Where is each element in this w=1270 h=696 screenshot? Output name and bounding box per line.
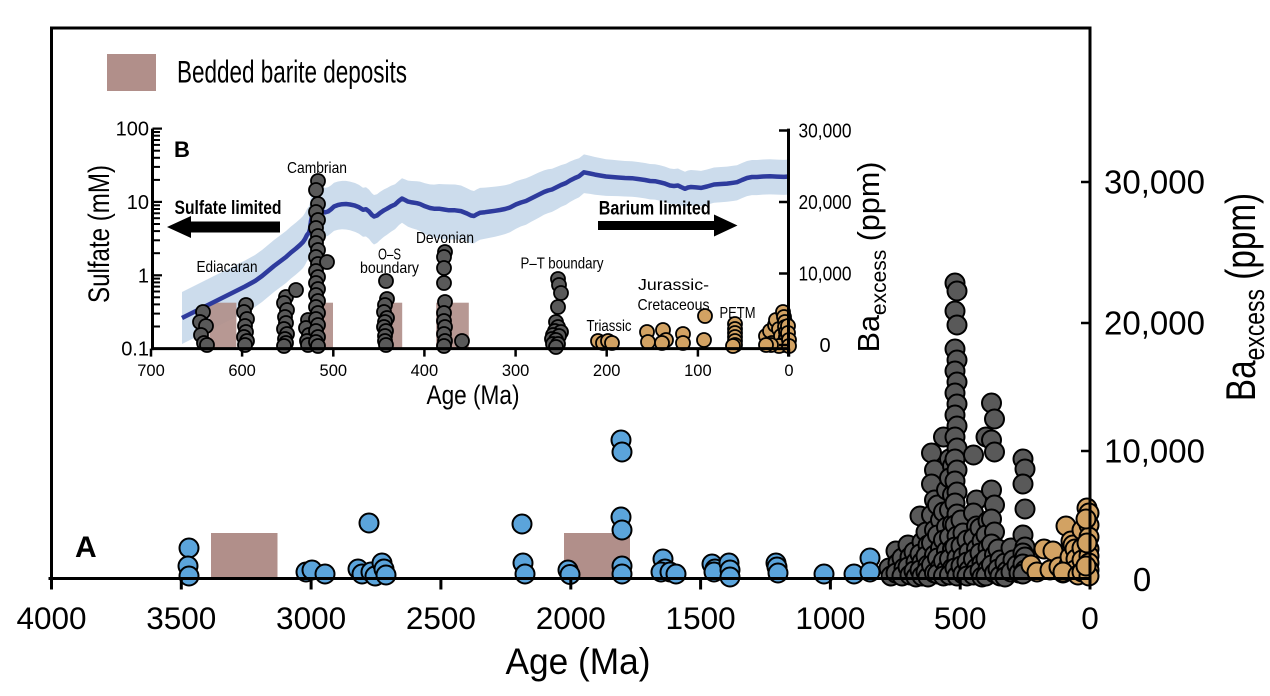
svg-text:P–T boundary: P–T boundary — [521, 256, 604, 273]
svg-text:Baexcess (ppm): Baexcess (ppm) — [852, 162, 891, 353]
svg-text:400: 400 — [411, 362, 439, 380]
svg-text:100: 100 — [116, 119, 149, 141]
svg-text:Devonian: Devonian — [416, 230, 474, 247]
svg-text:200: 200 — [593, 362, 621, 380]
svg-text:Barium limited: Barium limited — [599, 198, 711, 220]
svg-text:Jurassic-: Jurassic- — [638, 277, 709, 294]
svg-text:700: 700 — [137, 362, 165, 380]
svg-text:30,000: 30,000 — [799, 121, 852, 143]
svg-text:Ediacaran: Ediacaran — [197, 259, 258, 276]
svg-text:boundary: boundary — [360, 260, 419, 277]
svg-text:600: 600 — [228, 362, 256, 380]
svg-text:Baexcess (ppm): Baexcess (ppm) — [1218, 193, 1270, 401]
svg-text:B: B — [174, 137, 190, 162]
svg-text:1: 1 — [138, 265, 149, 287]
svg-text:10,000: 10,000 — [799, 264, 852, 286]
svg-text:Cambrian: Cambrian — [287, 160, 347, 177]
svg-text:Cretaceous: Cretaceous — [638, 297, 710, 314]
svg-text:Triassic: Triassic — [587, 318, 632, 335]
svg-text:O–S: O–S — [378, 247, 401, 264]
svg-text:PETM: PETM — [720, 305, 756, 322]
svg-text:0.1: 0.1 — [121, 339, 149, 361]
svg-text:30,000: 30,000 — [1104, 164, 1205, 201]
svg-text:Age (Ma): Age (Ma) — [427, 380, 520, 410]
svg-text:Age (Ma): Age (Ma) — [506, 641, 651, 682]
svg-text:Sulfate limited: Sulfate limited — [175, 197, 282, 219]
svg-text:10,000: 10,000 — [1104, 433, 1205, 470]
svg-text:3500: 3500 — [146, 600, 216, 636]
svg-text:20,000: 20,000 — [1104, 305, 1205, 342]
svg-text:2000: 2000 — [536, 600, 606, 636]
svg-text:0: 0 — [1133, 561, 1151, 598]
svg-text:A: A — [75, 531, 97, 564]
svg-text:1000: 1000 — [795, 600, 865, 636]
svg-text:20,000: 20,000 — [799, 192, 852, 214]
svg-text:0: 0 — [1081, 600, 1099, 636]
svg-text:4000: 4000 — [16, 600, 86, 636]
svg-text:10: 10 — [127, 192, 149, 214]
svg-text:500: 500 — [934, 600, 987, 636]
svg-text:2500: 2500 — [406, 600, 476, 636]
svg-text:100: 100 — [684, 362, 712, 380]
svg-text:500: 500 — [320, 362, 348, 380]
svg-text:300: 300 — [502, 362, 530, 380]
svg-text:Sulfate (mM): Sulfate (mM) — [83, 165, 116, 303]
svg-text:0: 0 — [819, 335, 830, 357]
svg-text:3000: 3000 — [276, 600, 346, 636]
svg-text:1500: 1500 — [666, 600, 736, 636]
svg-text:0: 0 — [784, 362, 793, 380]
svg-text:Bedded barite deposits: Bedded barite deposits — [177, 54, 407, 90]
